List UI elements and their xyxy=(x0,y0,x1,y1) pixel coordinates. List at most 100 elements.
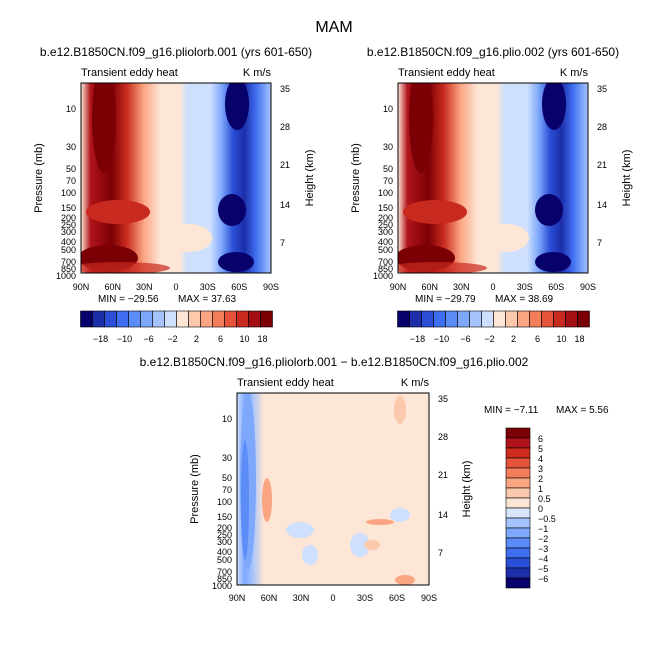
panel-1-subtitle-right: K m/s xyxy=(243,67,272,79)
colorbar-swatch xyxy=(128,310,141,328)
colorbar-tick: −6 xyxy=(460,334,470,344)
colorbar-swatch xyxy=(164,310,177,328)
colorbar-swatch xyxy=(505,467,531,479)
x-tick: 60S xyxy=(389,593,405,603)
colorbar-tick: −2 xyxy=(538,534,548,544)
colorbar-swatch xyxy=(176,310,189,328)
x-tick: 90N xyxy=(229,593,246,603)
panel-2-y-ticks: 10 30 50 70 100 150 200 250 300 400 500 … xyxy=(373,104,393,281)
panel-1-y-ticks: 10 30 50 70 100 150 200 250 300 400 500 … xyxy=(56,104,76,281)
panel-3-y-right-ticks: 35 28 21 14 7 xyxy=(438,394,448,558)
colorbar-swatch xyxy=(505,497,531,509)
colorbar-tick: 1 xyxy=(538,484,543,494)
x-tick: 60S xyxy=(231,282,247,292)
colorbar-tick: −4 xyxy=(538,554,548,564)
x-tick: 90N xyxy=(390,282,407,292)
colorbar-swatch xyxy=(505,310,518,328)
y-tick: 300 xyxy=(61,227,76,237)
panel-3-x-ticks: 90N 60N 30N 0 30S 60S 90S xyxy=(229,593,437,603)
y-tick: 30 xyxy=(66,142,76,152)
panel-1-max: MAX = 37.63 xyxy=(178,294,237,305)
colorbar-swatch xyxy=(505,567,531,579)
colorbar-swatch xyxy=(397,310,410,328)
panel-3: b.e12.B1850CN.f09_g16.pliolorb.001 − b.e… xyxy=(140,355,609,603)
y-tick: 70 xyxy=(383,176,393,186)
colorbar-tick: 18 xyxy=(574,334,584,344)
y-right-tick: 21 xyxy=(597,160,607,170)
panel-2-title: b.e12.B1850CN.f09_g16.plio.002 (yrs 601-… xyxy=(367,45,619,59)
y-tick: 250 xyxy=(217,530,232,540)
colorbar-swatch xyxy=(505,457,531,469)
colorbar-tick: 2 xyxy=(194,334,199,344)
panel-1-title: b.e12.B1850CN.f09_g16.pliolorb.001 (yrs … xyxy=(40,45,312,59)
colorbar-swatch xyxy=(224,310,237,328)
y-tick: 850 xyxy=(61,264,76,274)
y-tick: 500 xyxy=(61,245,76,255)
y-right-tick: 14 xyxy=(438,510,448,520)
y-tick: 150 xyxy=(61,203,76,213)
panel-2-y-right-ticks: 35 28 21 14 7 xyxy=(597,84,607,248)
y-tick: 150 xyxy=(378,203,393,213)
panel-1-ylabel: Pressure (mb) xyxy=(33,143,45,213)
colorbar-swatch xyxy=(553,310,566,328)
colorbar-swatch xyxy=(152,310,165,328)
y-right-tick: 7 xyxy=(280,238,285,248)
colorbar-swatch xyxy=(248,310,261,328)
colorbar-tick: 3 xyxy=(538,464,543,474)
colorbar-swatch xyxy=(212,310,225,328)
y-tick: 150 xyxy=(217,512,232,522)
x-tick: 60S xyxy=(548,282,564,292)
panel-2: b.e12.B1850CN.f09_g16.plio.002 (yrs 601-… xyxy=(350,45,633,344)
y-tick: 300 xyxy=(217,537,232,547)
y-right-tick: 28 xyxy=(438,432,448,442)
colorbar-tick: 6 xyxy=(218,334,223,344)
colorbar-tick: −10 xyxy=(434,334,449,344)
y-right-tick: 35 xyxy=(280,84,290,94)
x-tick: 30S xyxy=(517,282,533,292)
colorbar-swatch xyxy=(505,557,531,569)
panel-3-field xyxy=(237,393,429,585)
colorbar-swatch xyxy=(421,310,434,328)
colorbar-tick: −0.5 xyxy=(538,514,556,524)
colorbar-swatch xyxy=(505,427,531,439)
panel-3-subtitle-right: K m/s xyxy=(401,377,430,389)
colorbar-swatch xyxy=(433,310,446,328)
panel-2-x-ticks: 90N 60N 30N 0 30S 60S 90S xyxy=(390,282,596,292)
panel-3-y-ticks: 10 30 50 70 100 150 200 250 300 400 500 … xyxy=(212,414,232,591)
panel-3-ylabel: Pressure (mb) xyxy=(189,454,201,524)
colorbar-tick: 0.5 xyxy=(538,494,551,504)
colorbar-tick: 5 xyxy=(538,444,543,454)
panel-1-subtitle-left: Transient eddy heat xyxy=(81,67,178,79)
y-right-tick: 21 xyxy=(438,470,448,480)
y-tick: 100 xyxy=(378,188,393,198)
y-tick: 10 xyxy=(222,414,232,424)
panel-1-colorbar: −18 −10 −6 −2 2 6 10 18 xyxy=(80,310,273,344)
y-right-tick: 35 xyxy=(597,84,607,94)
colorbar-tick: −5 xyxy=(538,564,548,574)
y-right-tick: 7 xyxy=(438,548,443,558)
y-tick: 500 xyxy=(217,555,232,565)
x-tick: 30S xyxy=(357,593,373,603)
panel-3-title: b.e12.B1850CN.f09_g16.pliolorb.001 − b.e… xyxy=(140,355,529,369)
colorbar-swatch xyxy=(529,310,542,328)
colorbar-swatch xyxy=(457,310,470,328)
panel-2-field xyxy=(398,83,588,273)
x-tick: 0 xyxy=(173,282,178,292)
panel-1-frame xyxy=(80,82,272,274)
colorbar-tick: −18 xyxy=(93,334,108,344)
y-right-tick: 28 xyxy=(280,122,290,132)
panel-2-ylabel: Pressure (mb) xyxy=(350,143,362,213)
panel-2-ylabel-right: Height (km) xyxy=(621,150,633,207)
y-tick: 70 xyxy=(222,485,232,495)
y-tick: 10 xyxy=(66,104,76,114)
colorbar-swatch xyxy=(505,477,531,489)
colorbar-tick: 10 xyxy=(556,334,566,344)
colorbar-tick: 4 xyxy=(538,454,543,464)
y-tick: 200 xyxy=(378,213,393,223)
colorbar-swatch xyxy=(409,310,422,328)
colorbar-tick: 6 xyxy=(538,434,543,444)
colorbar-swatch xyxy=(541,310,554,328)
y-tick: 1000 xyxy=(373,271,393,281)
x-tick: 0 xyxy=(490,282,495,292)
